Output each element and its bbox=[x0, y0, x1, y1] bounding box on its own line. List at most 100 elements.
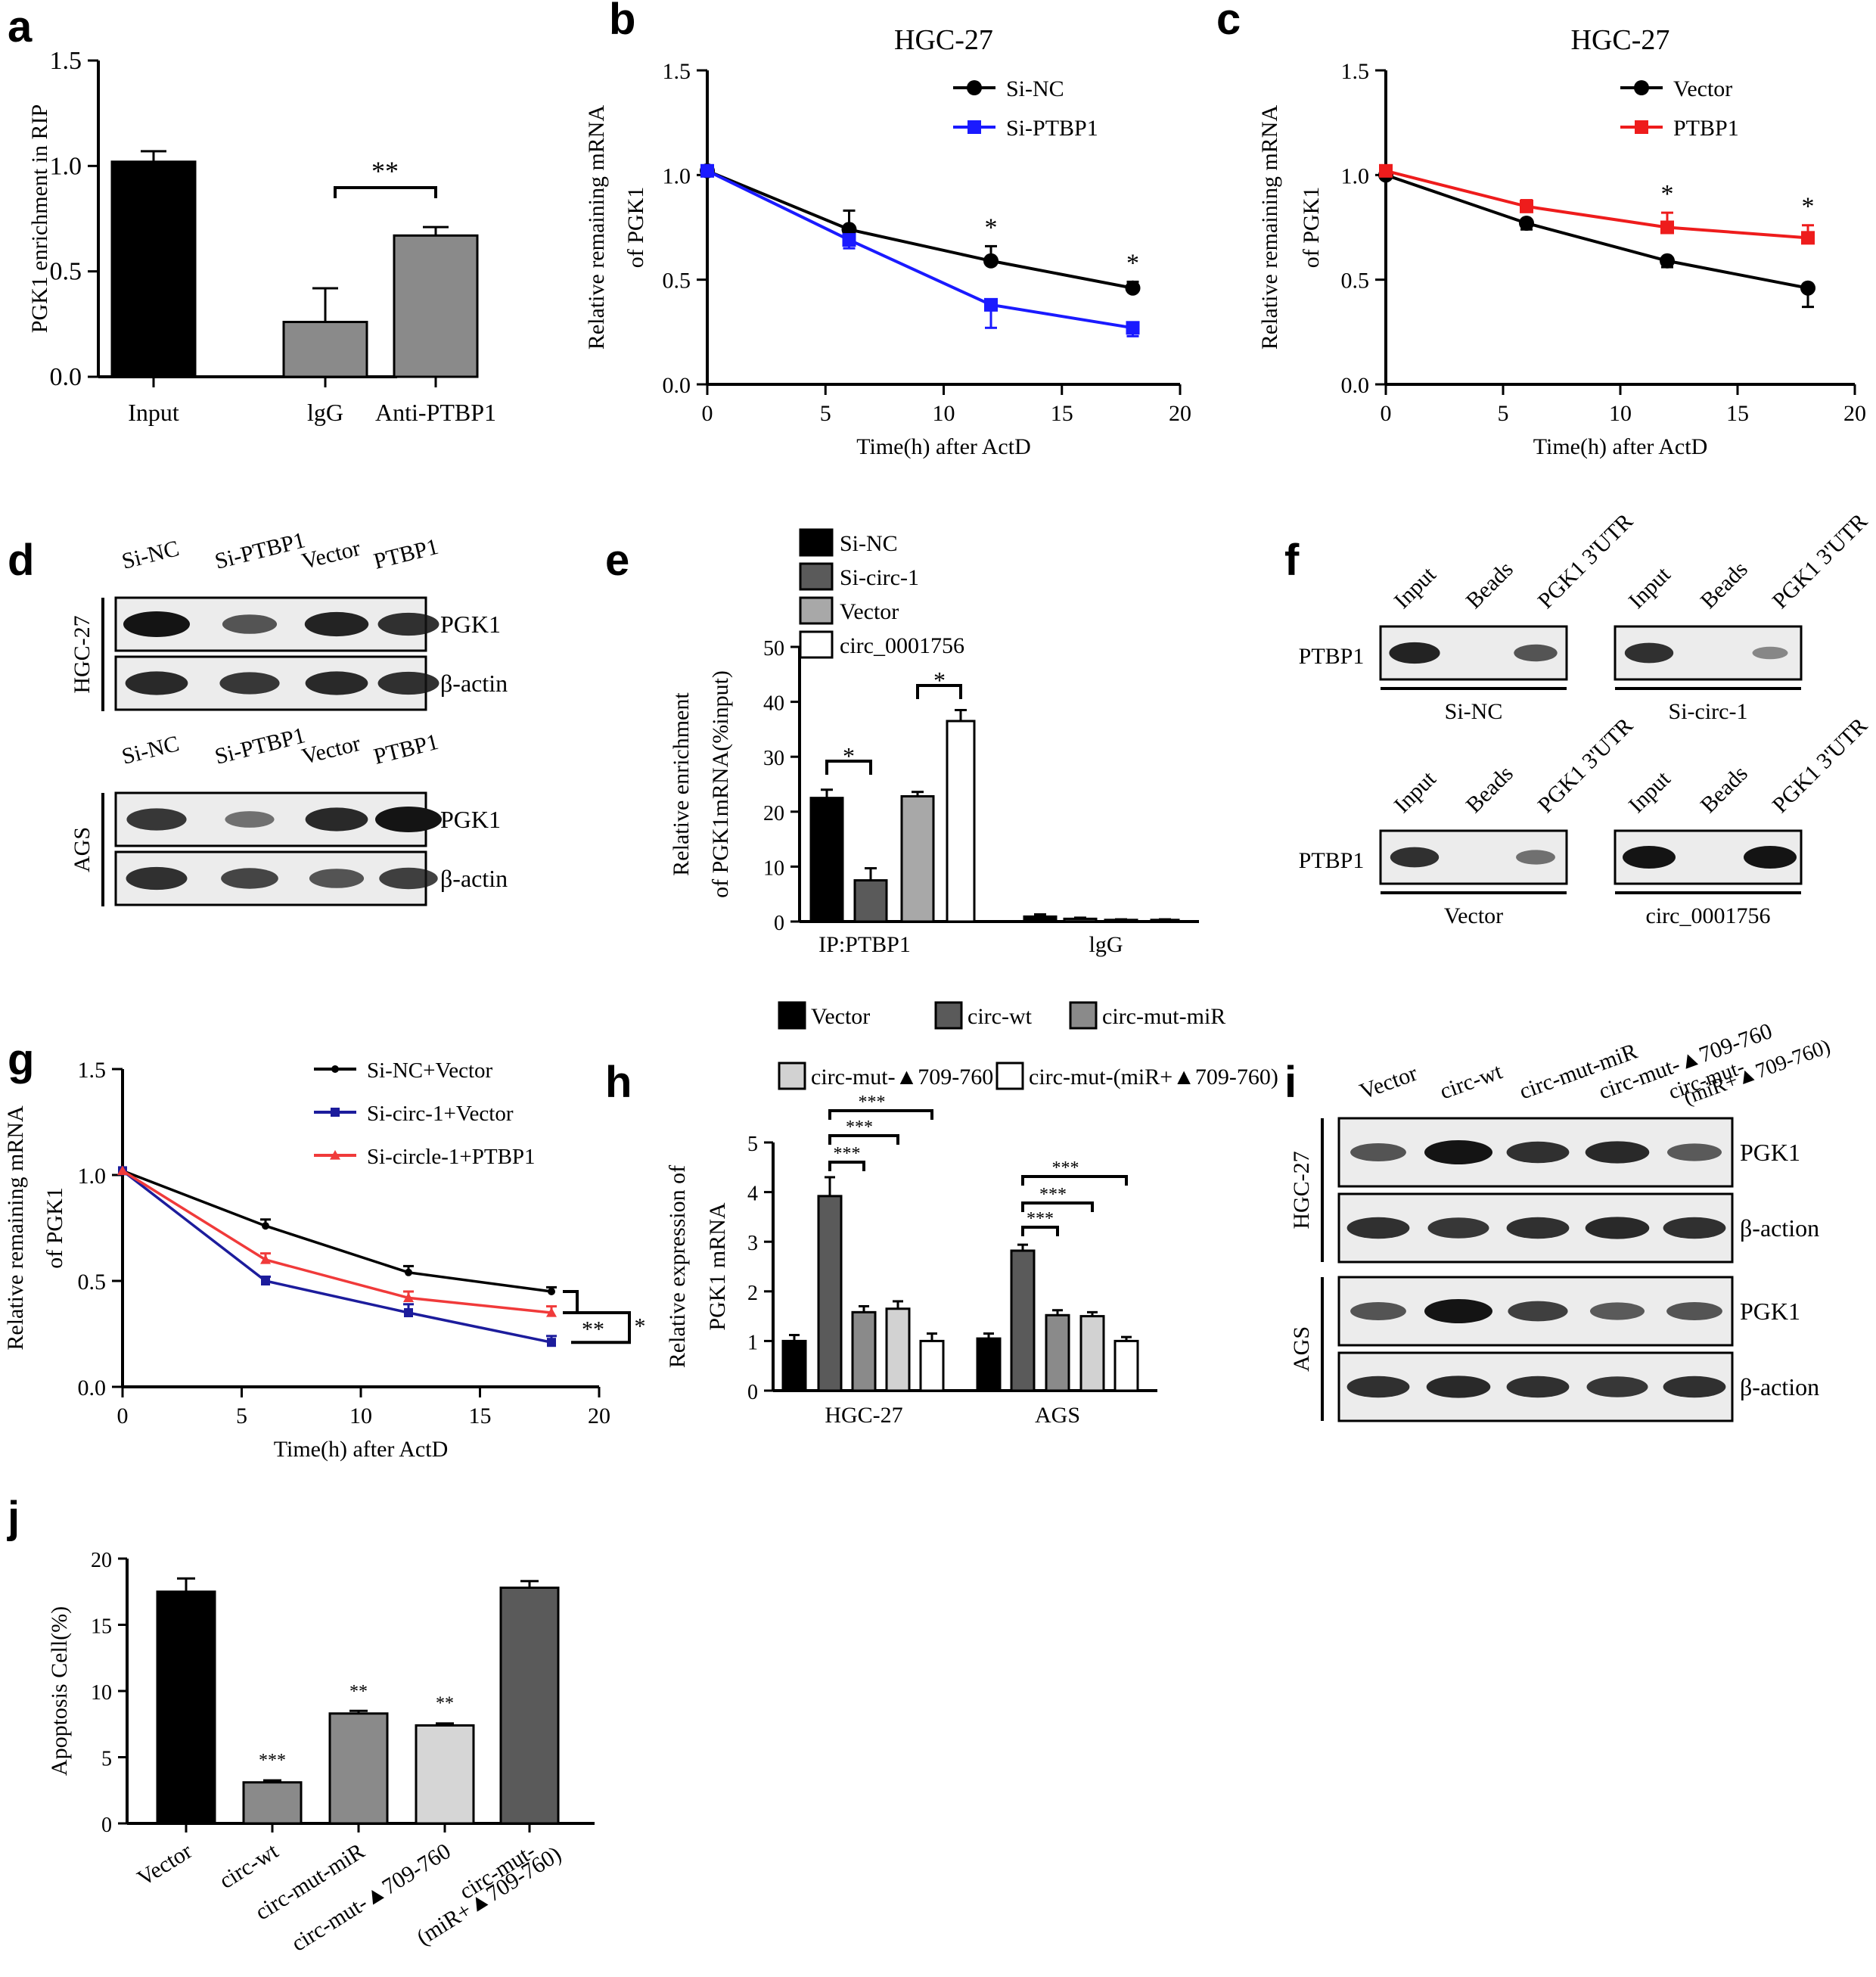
panel-b-x-tick-label: 20 bbox=[1169, 401, 1191, 426]
panel-e-y-label: of PGK1mRNA(%input) bbox=[708, 670, 733, 898]
panel-g-point bbox=[403, 1292, 414, 1302]
panel-f-row-label: PTBP1 bbox=[1299, 848, 1365, 873]
panel-h-legend-label: circ-mut-▲709-760 bbox=[811, 1065, 993, 1090]
panel-i-band bbox=[1506, 1376, 1570, 1398]
panel-i-band bbox=[1424, 1140, 1492, 1164]
panel-h-y-tick-label: 4 bbox=[747, 1183, 758, 1206]
panel-b-significance: * bbox=[1126, 249, 1139, 277]
panel-h-y-label: PGK1 mRNA bbox=[705, 1202, 730, 1331]
panel-i-band bbox=[1666, 1301, 1722, 1321]
panel-c-x-tick-label: 0 bbox=[1381, 401, 1392, 426]
panel-b-legend-label: Si-NC bbox=[1006, 76, 1064, 101]
panel-b-y-label: Relative remaining mRNA bbox=[584, 105, 609, 350]
panel-h-bar bbox=[976, 1337, 1002, 1392]
panel-d-band bbox=[221, 868, 278, 889]
panel-g-y-tick-label: 1.0 bbox=[78, 1164, 107, 1189]
panel-b-point bbox=[984, 297, 998, 312]
panel-d-lane-label: PTBP1 bbox=[371, 534, 441, 574]
panel-c-x-tick-label: 10 bbox=[1609, 401, 1632, 426]
panel-letter-f: f bbox=[1284, 536, 1300, 585]
panel-h-legend-label: circ-mut-(miR+▲709-760) bbox=[1029, 1065, 1278, 1090]
panel-h-significance: *** bbox=[1052, 1158, 1079, 1178]
panel-d-band bbox=[304, 611, 369, 637]
panel-c-legend-label: PTBP1 bbox=[1673, 116, 1739, 141]
panel-e-legend-label: Vector bbox=[840, 599, 899, 624]
panel-h-y-tick-label: 2 bbox=[747, 1282, 758, 1305]
panel-i-band bbox=[1506, 1141, 1570, 1164]
panel-d-band bbox=[219, 672, 280, 695]
panel-f-condition-label: Vector bbox=[1444, 903, 1503, 928]
panel-b-legend-label: Si-PTBP1 bbox=[1006, 116, 1098, 141]
panel-d-lane-label: Vector bbox=[300, 731, 363, 769]
panel-d-row-label: β-actin bbox=[440, 865, 508, 892]
panel-f-band bbox=[1744, 846, 1797, 869]
panel-g-point bbox=[262, 1222, 269, 1230]
panel-f-lane-label: Beads bbox=[1461, 557, 1518, 614]
panel-j-bar bbox=[499, 1587, 560, 1825]
panel-b-series-line bbox=[707, 169, 1133, 330]
panel-b-point bbox=[983, 253, 999, 269]
panel-a-y-tick-label: 1.5 bbox=[50, 47, 82, 75]
panel-b-point bbox=[1126, 321, 1140, 335]
panel-g-x-tick-label: 20 bbox=[588, 1403, 610, 1428]
panel-h-bar bbox=[1045, 1313, 1070, 1392]
panel-h-bar bbox=[885, 1307, 911, 1392]
panel-g-legend-label: Si-NC+Vector bbox=[367, 1058, 493, 1083]
panel-c-point bbox=[1519, 215, 1534, 231]
panel-h-bar bbox=[851, 1310, 877, 1392]
panel-h-bar bbox=[817, 1195, 843, 1392]
panel-e-bar bbox=[900, 794, 935, 923]
panel-letter-c: c bbox=[1216, 0, 1241, 44]
panel-g-point bbox=[260, 1254, 271, 1264]
panel-letter-b: b bbox=[609, 0, 635, 44]
panel-j-bar-label: *** bbox=[259, 1751, 286, 1770]
panel-g-legend-marker bbox=[331, 1065, 339, 1073]
panel-d-band bbox=[123, 611, 190, 637]
panel-h-bar bbox=[1079, 1315, 1105, 1392]
panel-g-y-label: of PGK1 bbox=[42, 1187, 67, 1269]
panel-g-bracket-outer bbox=[571, 1311, 631, 1344]
panel-g-series-line bbox=[122, 1169, 552, 1293]
panel-f-lane-label: Input bbox=[1624, 766, 1676, 818]
panel-j-y-tick-label: 10 bbox=[91, 1681, 112, 1705]
panel-b-y-tick-label: 0.0 bbox=[663, 373, 691, 398]
panel-h-significance-bracket bbox=[1021, 1201, 1094, 1212]
panel-a-category-label: Input bbox=[128, 399, 179, 426]
panel-g-point bbox=[405, 1268, 412, 1276]
panel-b-title: HGC-27 bbox=[894, 24, 993, 56]
panel-a-y-tick-label: 0.0 bbox=[50, 363, 82, 391]
panel-j-bar bbox=[328, 1712, 389, 1825]
panel-h-significance-bracket bbox=[1021, 1175, 1128, 1186]
panel-f-lane-label: Input bbox=[1390, 766, 1442, 818]
panel-e-y-label: Relative enrichment bbox=[669, 692, 694, 876]
panel-h-significance-bracket bbox=[1021, 1226, 1059, 1236]
panel-e-y-tick-label: 50 bbox=[763, 637, 784, 661]
panel-a-y-tick-label: 0.5 bbox=[50, 258, 82, 286]
panel-c-x-label: Time(h) after ActD bbox=[1533, 434, 1708, 459]
panel-d-row-label: PGK1 bbox=[440, 806, 501, 833]
panel-c-legend-marker bbox=[1634, 80, 1649, 95]
panel-e-legend-label: Si-circ-1 bbox=[840, 565, 919, 590]
panel-h-y-tick-label: 5 bbox=[747, 1133, 758, 1156]
panel-c-y-tick-label: 0.5 bbox=[1341, 269, 1370, 294]
panel-a-y-label: PGK1 enrichment in RIP bbox=[27, 104, 52, 333]
panel-i-cell-line-label: AGS bbox=[1289, 1326, 1314, 1372]
panel-f-band bbox=[1390, 847, 1440, 868]
panel-g-legend-marker bbox=[330, 1150, 340, 1160]
panel-b-y-tick-label: 0.5 bbox=[663, 269, 691, 294]
panel-letter-h: h bbox=[605, 1058, 632, 1107]
panel-i-band bbox=[1508, 1301, 1568, 1322]
panel-d-lane-label: Si-NC bbox=[120, 731, 182, 769]
panel-h-significance: *** bbox=[1039, 1185, 1067, 1205]
panel-i-row-label: PGK1 bbox=[1740, 1298, 1800, 1325]
panel-f-band bbox=[1516, 850, 1555, 865]
panel-i-band bbox=[1667, 1143, 1722, 1161]
panel-d-cell-line-label: AGS bbox=[70, 827, 95, 872]
panel-b-y-tick-label: 1.5 bbox=[663, 59, 691, 84]
panel-j-y-label: Apoptosis Cell(%) bbox=[47, 1606, 72, 1776]
panel-j-category-label: circ-wt bbox=[215, 1839, 283, 1894]
panel-letter-a: a bbox=[8, 2, 33, 51]
panel-h-legend-label: circ-mut-miR bbox=[1102, 1004, 1225, 1029]
panel-g-legend-label: Si-circ-1+Vector bbox=[367, 1102, 514, 1126]
panel-h-legend-swatch bbox=[995, 1062, 1024, 1090]
